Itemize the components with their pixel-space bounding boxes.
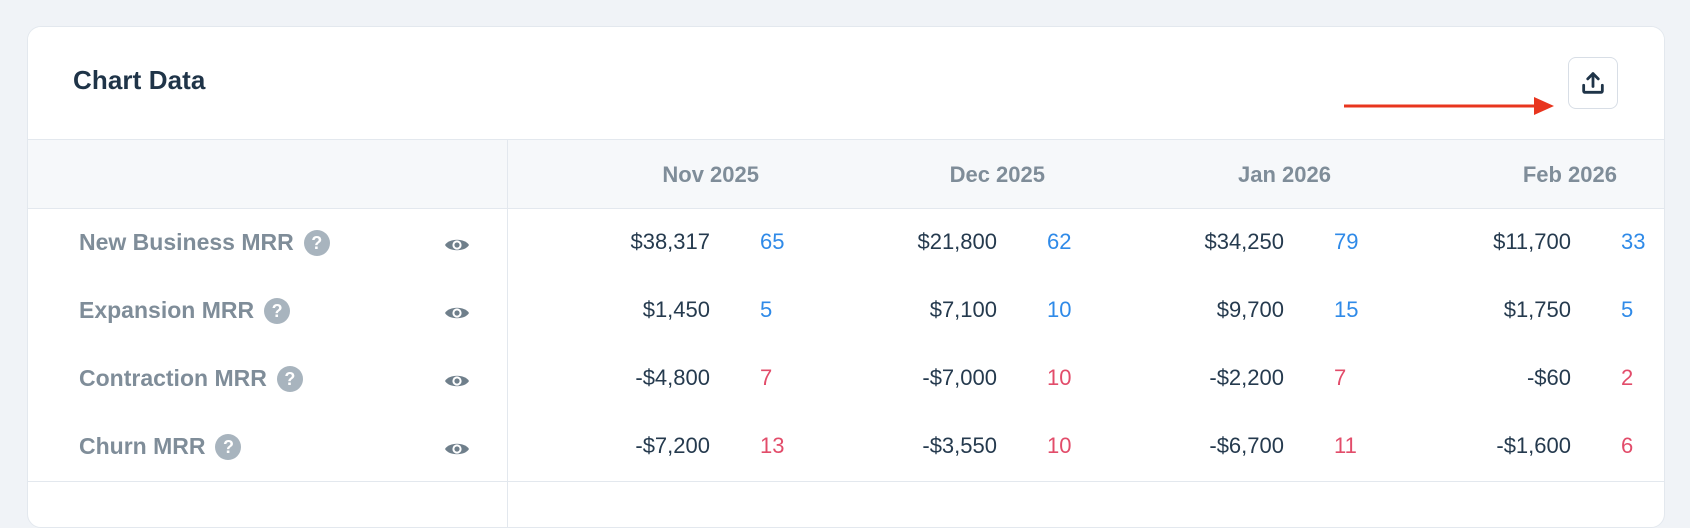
eye-icon[interactable] [444, 440, 470, 458]
table-row: Expansion MRR ? $1,450 5 $7,100 10 $9,70… [28, 277, 1664, 346]
customer-count: 65 [760, 229, 785, 254]
table-row: New Business MRR ? $38,317 65 $21,800 62… [28, 209, 1664, 278]
table-row: Contraction MRR ? -$4,800 7 -$7,000 10 -… [28, 345, 1664, 414]
row-label-text: New Business MRR [79, 229, 294, 255]
row-label-text: Expansion MRR [79, 297, 255, 323]
mrr-value: -$1,600 [1496, 433, 1571, 458]
mrr-value: $1,750 [1503, 297, 1571, 322]
customer-count: 5 [1621, 297, 1634, 322]
mrr-value: $1,450 [642, 297, 710, 322]
row-label: Churn MRR ? [79, 433, 242, 460]
customer-count: 79 [1334, 229, 1359, 254]
customer-count: 62 [1047, 229, 1072, 254]
row-label: New Business MRR ? [79, 229, 330, 256]
customer-count: 10 [1047, 433, 1072, 458]
mrr-value: $11,700 [1493, 229, 1571, 254]
mrr-value: -$4,800 [635, 365, 710, 390]
column-divider [507, 139, 508, 527]
customer-count: 6 [1621, 433, 1634, 458]
row-label-text: Contraction MRR [79, 365, 267, 391]
customer-count: 5 [760, 297, 773, 322]
eye-icon[interactable] [444, 236, 470, 254]
customer-count: 2 [1621, 365, 1634, 390]
eye-icon[interactable] [444, 372, 470, 390]
month-header: Feb 2026 [1522, 162, 1617, 187]
mrr-value: -$2,200 [1209, 365, 1284, 390]
help-icon[interactable]: ? [264, 297, 291, 324]
card-header: Chart Data [28, 27, 1664, 140]
row-label: Expansion MRR ? [79, 297, 291, 324]
mrr-value: -$60 [1526, 365, 1571, 390]
customer-count: 11 [1334, 433, 1357, 458]
mrr-value: $7,100 [929, 297, 997, 322]
card-title: Chart Data [73, 65, 206, 95]
customer-count: 33 [1621, 229, 1646, 254]
row-label-text: Churn MRR [79, 433, 206, 459]
mrr-value: -$3,550 [922, 433, 997, 458]
eye-icon[interactable] [444, 304, 470, 322]
customer-count: 10 [1047, 365, 1072, 390]
month-header: Jan 2026 [1238, 162, 1331, 187]
help-icon[interactable]: ? [276, 365, 303, 392]
mrr-value: $38,317 [630, 229, 710, 254]
customer-count: 13 [760, 433, 785, 458]
mrr-value: -$7,200 [635, 433, 710, 458]
mrr-value: $21,800 [917, 229, 997, 254]
mrr-value: -$7,000 [922, 365, 997, 390]
upload-icon [1582, 72, 1604, 94]
mrr-value: $9,700 [1216, 297, 1284, 322]
row-label: Contraction MRR ? [79, 365, 303, 392]
customer-count: 7 [760, 365, 773, 390]
export-button[interactable] [1568, 57, 1618, 109]
table-header-row: Nov 2025 Dec 2025 Jan 2026 Feb 2026 [28, 140, 1664, 209]
customer-count: 15 [1334, 297, 1359, 322]
month-header: Dec 2025 [949, 162, 1045, 187]
mrr-value: -$6,700 [1209, 433, 1284, 458]
customer-count: 7 [1334, 365, 1347, 390]
chart-data-card: Chart Data Nov 2025 Dec 2025 Jan 2026 Fe… [27, 26, 1665, 528]
mrr-value: $34,250 [1204, 229, 1284, 254]
customer-count: 10 [1047, 297, 1072, 322]
month-header: Nov 2025 [662, 162, 759, 187]
help-icon[interactable]: ? [215, 433, 242, 460]
help-icon[interactable]: ? [303, 229, 330, 256]
arrow-pointer-icon [1344, 97, 1554, 115]
table-row: Churn MRR ? -$7,200 13 -$3,550 10 -$6,70… [28, 413, 1664, 482]
